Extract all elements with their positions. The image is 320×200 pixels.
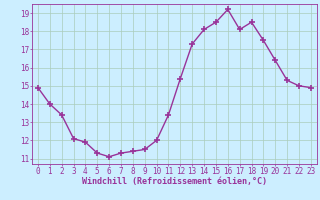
X-axis label: Windchill (Refroidissement éolien,°C): Windchill (Refroidissement éolien,°C) xyxy=(82,177,267,186)
